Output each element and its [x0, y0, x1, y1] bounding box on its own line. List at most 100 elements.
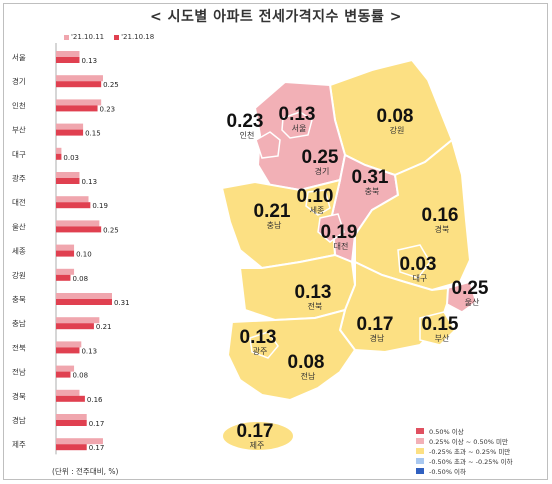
region-daegu	[397, 244, 431, 279]
map-region-name: 광주	[253, 346, 268, 356]
bar-category-label: 대구	[12, 150, 26, 159]
map-legend-row: 0.50% 이상	[416, 426, 513, 436]
bar-data-label: 0.03	[63, 154, 79, 162]
bar-category-label: 세종	[12, 247, 26, 256]
bar-category-label: 부산	[12, 125, 26, 135]
map-region-name: 충북	[365, 187, 380, 196]
map-legend-row: -0.25% 초과 ~ 0.25% 미만	[416, 446, 513, 456]
bar-data-label: 0.25	[103, 81, 119, 89]
korea-map	[220, 58, 477, 452]
map-value-label: 0.17	[237, 421, 274, 442]
map-legend-label: 0.50% 이상	[429, 428, 464, 436]
bar-series-1	[56, 196, 89, 203]
bar-series-1	[56, 147, 62, 154]
chart-title: < 시도별 아파트 전세가격지수 변동률 >	[149, 9, 403, 25]
map-legend-swatch	[416, 438, 424, 444]
bar-series-1	[56, 99, 102, 106]
map-legend-row: 0.25% 이상 ~ 0.50% 미만	[416, 436, 513, 446]
bar-category-label: 경기	[12, 76, 26, 86]
map-value-label: 0.21	[254, 201, 291, 222]
map-legend-swatch	[416, 428, 424, 434]
bar-data-label: 0.10	[76, 251, 92, 259]
map-legend-label: -0.50% 초과 ~ -0.25% 이하	[429, 458, 513, 466]
region-jeju	[221, 420, 295, 452]
map-region-name: 강원	[390, 125, 405, 135]
map-value-label: 0.19	[321, 222, 358, 243]
bar-data-label: 0.13	[81, 178, 97, 186]
bar-series-1	[56, 389, 80, 396]
map-legend-swatch	[416, 448, 424, 454]
map-value-label: 0.08	[377, 106, 414, 127]
region-gwangju	[249, 331, 279, 359]
bar-data-label: 0.13	[81, 347, 97, 355]
bar-category-label: 경남	[12, 415, 26, 425]
bar-category-label: 인천	[12, 100, 26, 110]
bar-series-2	[56, 202, 91, 209]
bar-series-1	[56, 51, 80, 57]
map-region-name: 경남	[370, 333, 385, 343]
map-value-label: 0.08	[288, 352, 325, 373]
bar-series-1	[56, 438, 103, 445]
region-sejong	[305, 189, 331, 216]
region-jeonnam	[226, 308, 357, 402]
map-value-label: 0.23	[227, 111, 264, 132]
region-incheon	[255, 131, 281, 159]
bar-series-2	[56, 129, 84, 136]
legend-label-series-2: '21.10.18	[121, 33, 155, 41]
map-legend-label: -0.50% 이하	[429, 468, 467, 476]
bar-series-2	[56, 420, 87, 426]
map-value-label: 0.25	[302, 147, 339, 168]
bar-series-1	[56, 244, 75, 251]
bar-data-label: 0.16	[87, 396, 103, 404]
map-region-name: 경기	[315, 166, 330, 176]
bar-category-label: 충북	[12, 295, 26, 304]
region-seoul	[281, 111, 313, 139]
bar-series-2	[56, 105, 98, 112]
map-legend-swatch	[416, 468, 424, 474]
legend-swatch-series-2	[114, 34, 120, 40]
bar-series-2	[56, 178, 80, 184]
bar-data-label: 0.17	[89, 420, 105, 428]
map-value-label: 0.13	[295, 282, 332, 303]
bar-data-label: 0.31	[114, 299, 130, 307]
bar-data-label: 0.23	[100, 105, 116, 113]
bar-category-label: 서울	[12, 53, 26, 62]
region-busan	[419, 311, 456, 346]
bar-data-label: 0.08	[72, 275, 88, 283]
map-region-name: 서울	[292, 124, 307, 133]
bar-series-2	[56, 57, 80, 63]
bar-series-2	[56, 371, 71, 378]
bar-series-2	[56, 299, 112, 305]
map-legend-label: 0.25% 이상 ~ 0.50% 미만	[429, 438, 508, 446]
map-region-name: 전남	[301, 371, 316, 381]
bar-category-label: 강원	[12, 270, 26, 280]
bar-series-1	[56, 123, 84, 130]
map-legend-row: -0.50% 이하	[416, 466, 513, 476]
legend-item-series-2: '21.10.18	[114, 33, 154, 41]
map-region-name: 대전	[334, 241, 349, 251]
map-region-name: 부산	[435, 333, 450, 343]
chart-frame	[3, 3, 548, 480]
region-daejeon	[317, 213, 345, 243]
bar-series-2	[56, 250, 75, 257]
bar-series-2	[56, 323, 94, 330]
bar-data-label: 0.25	[103, 226, 119, 234]
bar-data-label: 0.08	[72, 372, 88, 380]
map-region-name: 제주	[250, 441, 265, 450]
bar-series-1	[56, 365, 75, 372]
bar-legend: '21.10.11 '21.10.18	[64, 33, 154, 41]
bar-series-1	[56, 341, 82, 348]
map-value-label: 0.17	[357, 314, 394, 335]
legend-item-series-1: '21.10.11	[64, 33, 104, 41]
map-value-label: 0.13	[279, 104, 316, 125]
bar-series-1	[56, 75, 103, 82]
legend-label-series-1: '21.10.11	[71, 33, 105, 41]
bar-series-1	[56, 220, 100, 227]
map-value-label: 0.15	[422, 314, 459, 335]
map-value-label: 0.25	[452, 278, 489, 299]
bar-data-label: 0.15	[85, 130, 101, 138]
bar-category-label: 경북	[12, 391, 26, 401]
bar-series-1	[56, 317, 100, 324]
bar-series-1	[56, 414, 87, 420]
map-region-name: 세종	[310, 206, 325, 215]
